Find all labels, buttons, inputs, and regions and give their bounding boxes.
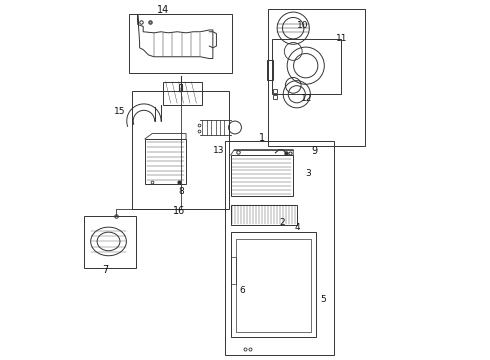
Text: 14: 14 (157, 5, 169, 15)
Bar (267, 60, 272, 80)
Bar (84, 216, 136, 267)
Text: 15: 15 (114, 107, 125, 116)
Text: 6: 6 (239, 286, 245, 295)
Bar (225, 141, 334, 355)
Text: 2: 2 (279, 219, 285, 228)
Bar (129, 14, 232, 73)
Bar (272, 39, 342, 94)
Text: 4: 4 (295, 222, 301, 231)
Bar (268, 9, 365, 146)
Text: 16: 16 (173, 206, 185, 216)
Text: 11: 11 (336, 35, 347, 44)
Text: 13: 13 (213, 146, 225, 155)
Text: 5: 5 (320, 295, 326, 304)
Text: 7: 7 (102, 265, 108, 275)
Bar (231, 232, 317, 337)
Text: 8: 8 (178, 187, 184, 196)
Text: 9: 9 (312, 146, 318, 156)
Text: 1: 1 (259, 133, 265, 143)
Bar (231, 205, 297, 225)
Bar (132, 91, 229, 208)
Bar (231, 155, 293, 196)
Text: 12: 12 (301, 94, 313, 103)
Text: 10: 10 (297, 21, 308, 30)
Text: 3: 3 (306, 170, 312, 179)
Bar (236, 239, 311, 332)
Bar (145, 139, 186, 184)
Bar (163, 82, 202, 105)
Bar (231, 257, 236, 284)
